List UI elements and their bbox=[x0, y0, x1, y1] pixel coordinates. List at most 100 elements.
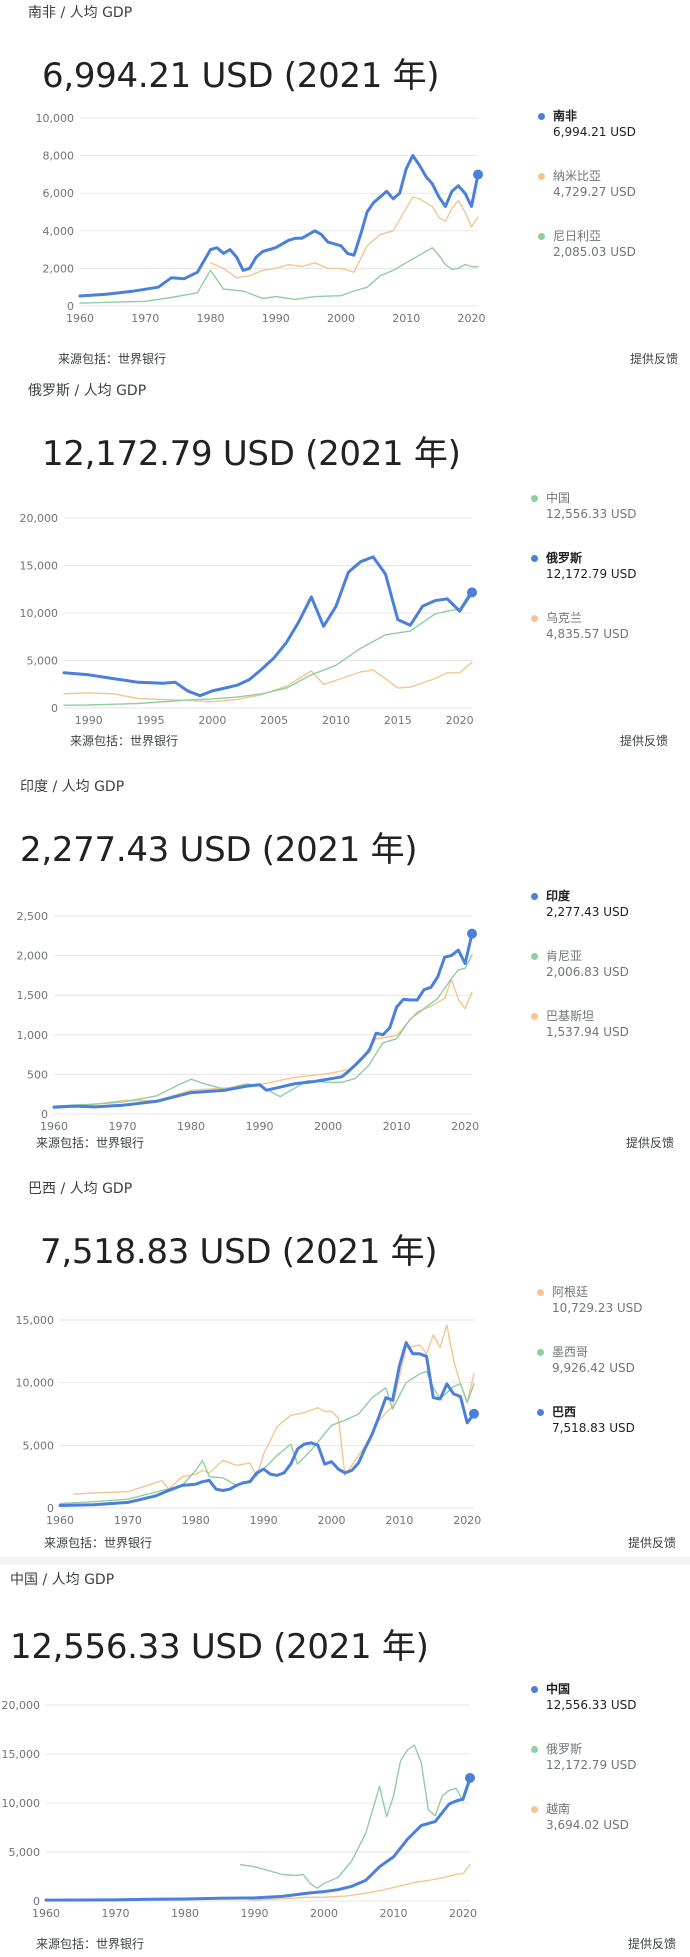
breadcrumb[interactable]: 印度 / 人均 GDP bbox=[20, 779, 125, 795]
latest-point-marker[interactable] bbox=[465, 1772, 475, 1783]
x-tick-label: 1980 bbox=[171, 1907, 199, 1920]
chart-russia[interactable]: 0 5,000 10,000 15,000 20,000 1990 1995 2000 2005… bbox=[0, 492, 690, 727]
legend-item[interactable]: 尼日利亞 2,085.03 USD bbox=[535, 228, 685, 288]
feedback-link[interactable]: 提供反馈 bbox=[630, 352, 679, 366]
series-line-俄罗斯[interactable] bbox=[62, 555, 474, 698]
y-tick-label: 15,000 bbox=[16, 1314, 55, 1327]
x-tick-label: 1980 bbox=[196, 312, 224, 325]
chart-south-africa[interactable]: 0 2,000 4,000 6,000 8,000 10,000 1960 1970 1980 1… bbox=[0, 100, 690, 330]
y-tick-label: 10,000 bbox=[2, 1797, 41, 1810]
feedback-link[interactable]: 提供反馈 bbox=[628, 1937, 677, 1951]
legend-item[interactable]: 俄罗斯 12,172.79 USD bbox=[528, 550, 678, 610]
series-line-印度[interactable] bbox=[52, 932, 474, 1109]
legend-dot-icon bbox=[537, 1409, 544, 1416]
legend-name: 墨西哥 bbox=[552, 1345, 589, 1359]
legend-value: 12,556.33 USD bbox=[546, 1698, 637, 1712]
legend-name: 巴基斯坦 bbox=[546, 1009, 595, 1023]
legend-item[interactable]: 乌克兰 4,835.57 USD bbox=[528, 610, 678, 670]
chart-brazil[interactable]: 0 5,000 10,000 15,000 1960 1970 1980 1990 2000 20… bbox=[0, 1290, 690, 1527]
series-line-巴西[interactable] bbox=[58, 1341, 476, 1507]
headline-value: 12,172.79 USD (2021 年) bbox=[42, 434, 461, 474]
legend-item[interactable]: 中国 12,556.33 USD bbox=[528, 490, 678, 550]
legend-value: 9,926.42 USD bbox=[552, 1361, 635, 1375]
series-line-中国[interactable] bbox=[63, 588, 473, 706]
legend-name: 南非 bbox=[553, 109, 578, 123]
feedback-link[interactable]: 提供反馈 bbox=[628, 1536, 677, 1550]
legend-dot-icon bbox=[531, 893, 538, 900]
legend-item[interactable]: 巴基斯坦 1,537.94 USD bbox=[528, 1008, 678, 1068]
x-tick-label: 2020 bbox=[457, 312, 485, 325]
y-tick-label: 0 bbox=[47, 1502, 54, 1515]
x-tick-label: 2000 bbox=[198, 714, 226, 727]
series-line-俄罗斯[interactable] bbox=[239, 1744, 471, 1889]
legend-dot-icon bbox=[538, 233, 545, 240]
x-tick-label: 1970 bbox=[102, 1907, 130, 1920]
series-line-尼日利亞[interactable] bbox=[79, 247, 479, 304]
legend-item[interactable]: 印度 2,277.43 USD bbox=[528, 888, 678, 948]
legend-item[interactable]: 肯尼亚 2,006.83 USD bbox=[528, 948, 678, 1008]
latest-point-marker[interactable] bbox=[473, 169, 483, 180]
x-tick-label: 1990 bbox=[250, 1514, 278, 1527]
chart-india[interactable]: 0 500 1,000 1,500 2,000 2,500 1960 1970 1980 1990… bbox=[0, 894, 690, 1133]
x-tick-label: 2010 bbox=[380, 1907, 408, 1920]
legend-dot-icon bbox=[538, 113, 545, 120]
x-tick-label: 2010 bbox=[392, 312, 420, 325]
panel-india: 印度 / 人均 GDP 2,277.43 USD (2021 年) 0 500 1,… bbox=[0, 760, 690, 1162]
legend-value: 1,537.94 USD bbox=[546, 1025, 629, 1039]
legend-value: 7,518.83 USD bbox=[552, 1421, 635, 1435]
latest-point-marker[interactable] bbox=[467, 928, 477, 939]
legend-item[interactable]: 越南 3,694.02 USD bbox=[528, 1801, 678, 1861]
x-tick-label: 1980 bbox=[177, 1120, 205, 1133]
breadcrumb[interactable]: 巴西 / 人均 GDP bbox=[28, 1181, 133, 1197]
y-tick-label: 10,000 bbox=[16, 1377, 55, 1390]
legend-name: 納米比亞 bbox=[553, 169, 602, 183]
latest-point-marker[interactable] bbox=[469, 1408, 479, 1419]
legend-name: 俄罗斯 bbox=[546, 551, 583, 565]
breadcrumb[interactable]: 中国 / 人均 GDP bbox=[10, 1572, 115, 1588]
x-tick-label: 1990 bbox=[262, 312, 290, 325]
series-line-中国[interactable] bbox=[44, 1776, 472, 1902]
legend-value: 2,277.43 USD bbox=[546, 905, 629, 919]
x-tick-label: 2000 bbox=[314, 1120, 342, 1133]
legend-value: 3,694.02 USD bbox=[546, 1818, 629, 1832]
legend-item[interactable]: 巴西 7,518.83 USD bbox=[534, 1404, 684, 1464]
latest-point-marker[interactable] bbox=[467, 587, 477, 598]
series-line-阿根廷[interactable] bbox=[72, 1324, 475, 1495]
legend-value: 12,172.79 USD bbox=[546, 1758, 637, 1772]
chart-china[interactable]: 0 5,000 10,000 15,000 20,000 1960 1970 1980 1990… bbox=[0, 1685, 690, 1920]
legend-value: 10,729.23 USD bbox=[552, 1301, 643, 1315]
legend-dot-icon bbox=[531, 555, 538, 562]
legend-value: 6,994.21 USD bbox=[553, 125, 636, 139]
y-tick-label: 15,000 bbox=[20, 560, 59, 573]
x-tick-label: 1960 bbox=[32, 1907, 60, 1920]
y-tick-label: 500 bbox=[27, 1068, 48, 1081]
series-line-墨西哥[interactable] bbox=[59, 1370, 475, 1505]
breadcrumb[interactable]: 南非 / 人均 GDP bbox=[28, 5, 133, 21]
x-tick-label: 2020 bbox=[446, 714, 474, 727]
chart-legend: 印度 2,277.43 USD 肯尼亚 2,006.83 USD 巴基斯坦 1,537.9… bbox=[528, 888, 678, 1068]
series-line-納米比亞[interactable] bbox=[209, 196, 479, 279]
series-line-乌克兰[interactable] bbox=[63, 661, 473, 703]
legend-dot-icon bbox=[531, 953, 538, 960]
y-tick-label: 10,000 bbox=[20, 607, 59, 620]
legend-item[interactable]: 阿根廷 10,729.23 USD bbox=[534, 1284, 684, 1344]
feedback-link[interactable]: 提供反馈 bbox=[620, 734, 669, 748]
legend-item[interactable]: 俄罗斯 12,172.79 USD bbox=[528, 1741, 678, 1801]
x-tick-label: 1970 bbox=[109, 1120, 137, 1133]
x-tick-label: 2020 bbox=[451, 1120, 479, 1133]
breadcrumb[interactable]: 俄罗斯 / 人均 GDP bbox=[28, 383, 147, 399]
legend-item[interactable]: 南非 6,994.21 USD bbox=[535, 108, 685, 168]
y-tick-label: 5,000 bbox=[27, 655, 59, 668]
legend-item[interactable]: 墨西哥 9,926.42 USD bbox=[534, 1344, 684, 1404]
panel-russia: 俄罗斯 / 人均 GDP 12,172.79 USD (2021 年) 0 5,0… bbox=[0, 372, 690, 752]
feedback-link[interactable]: 提供反馈 bbox=[626, 1136, 675, 1150]
legend-item[interactable]: 納米比亞 4,729.27 USD bbox=[535, 168, 685, 228]
y-tick-label: 1,000 bbox=[17, 1029, 49, 1042]
x-tick-label: 1960 bbox=[46, 1514, 74, 1527]
legend-item[interactable]: 中国 12,556.33 USD bbox=[528, 1681, 678, 1741]
y-tick-label: 10,000 bbox=[36, 112, 75, 125]
series-line-越南[interactable] bbox=[219, 1864, 471, 1901]
series-line-南非[interactable] bbox=[78, 154, 480, 298]
x-tick-label: 1990 bbox=[75, 714, 103, 727]
legend-value: 12,556.33 USD bbox=[546, 507, 637, 521]
